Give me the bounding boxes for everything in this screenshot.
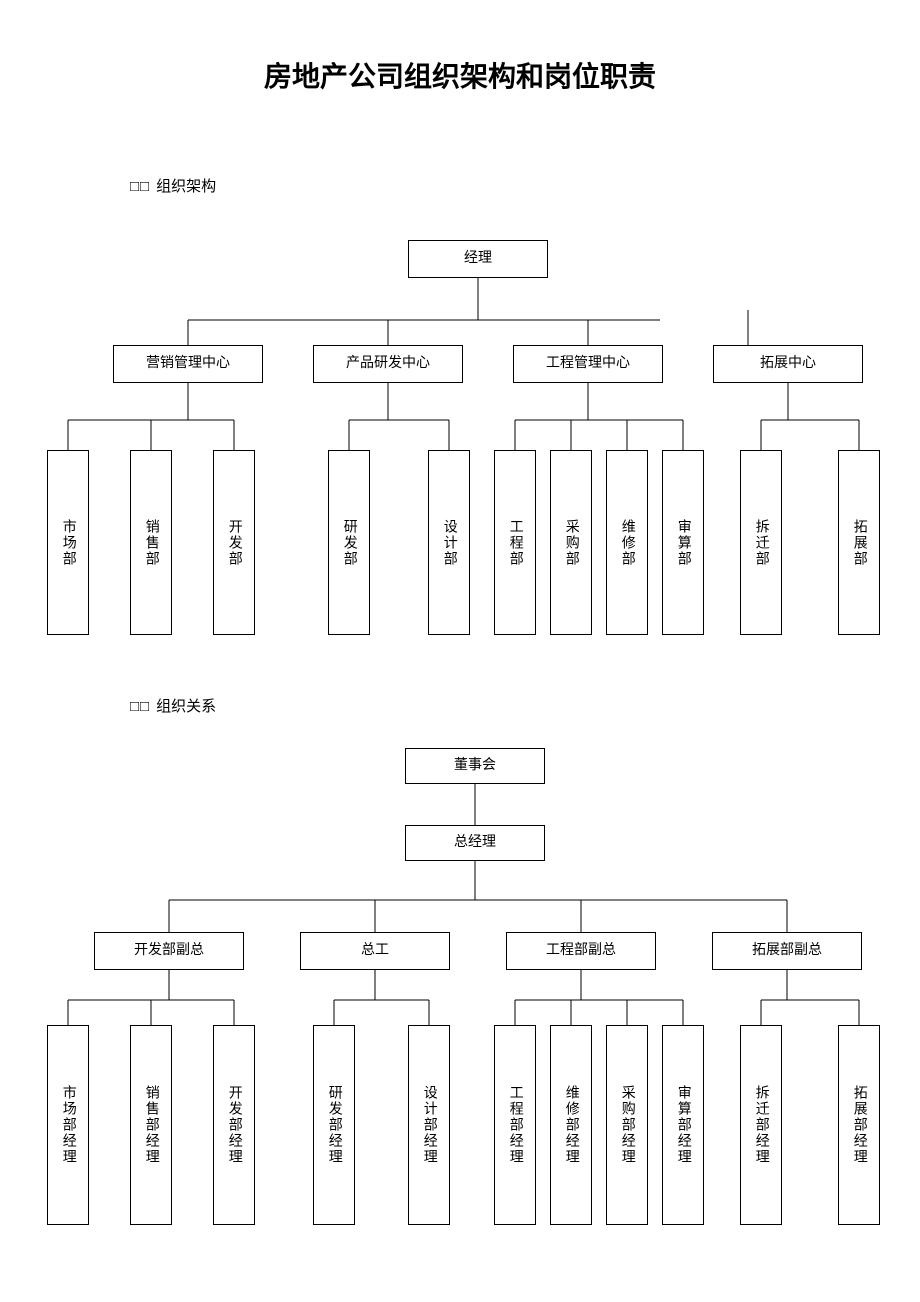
node-工程部: 工程部 — [494, 450, 536, 635]
node-市场部经理: 市场部经理 — [47, 1025, 89, 1225]
node-销售部: 销售部 — [130, 450, 172, 635]
node-工程管理中心: 工程管理中心 — [513, 345, 663, 383]
node-营销管理中心: 营销管理中心 — [113, 345, 263, 383]
node-审算部经理: 审算部经理 — [662, 1025, 704, 1225]
node-拓展部: 拓展部 — [838, 450, 880, 635]
node-研发部经理: 研发部经理 — [313, 1025, 355, 1225]
node-拆迁部: 拆迁部 — [740, 450, 782, 635]
node-开发部经理: 开发部经理 — [213, 1025, 255, 1225]
node-拆迁部经理: 拆迁部经理 — [740, 1025, 782, 1225]
section-structure-label: □□组织架构 — [130, 175, 216, 196]
node-拓展部副总: 拓展部副总 — [712, 932, 862, 970]
node-审算部: 审算部 — [662, 450, 704, 635]
node-维修部: 维修部 — [606, 450, 648, 635]
node-工程部副总: 工程部副总 — [506, 932, 656, 970]
node-维修部经理: 维修部经理 — [550, 1025, 592, 1225]
node-采购部: 采购部 — [550, 450, 592, 635]
node-研发部: 研发部 — [328, 450, 370, 635]
node-拓展中心: 拓展中心 — [713, 345, 863, 383]
node-设计部经理: 设计部经理 — [408, 1025, 450, 1225]
node-开发部副总: 开发部副总 — [94, 932, 244, 970]
node-工程部经理: 工程部经理 — [494, 1025, 536, 1225]
node-总工: 总工 — [300, 932, 450, 970]
node-采购部经理: 采购部经理 — [606, 1025, 648, 1225]
node-设计部: 设计部 — [428, 450, 470, 635]
node-市场部: 市场部 — [47, 450, 89, 635]
node-拓展部经理: 拓展部经理 — [838, 1025, 880, 1225]
node-总经理: 总经理 — [405, 825, 545, 861]
marker-icon: □□ — [130, 178, 150, 195]
page: 房地产公司组织架构和岗位职责 □□组织架构 — [0, 0, 920, 1302]
node-经理: 经理 — [408, 240, 548, 278]
node-产品研发中心: 产品研发中心 — [313, 345, 463, 383]
node-董事会: 董事会 — [405, 748, 545, 784]
node-销售部经理: 销售部经理 — [130, 1025, 172, 1225]
node-开发部: 开发部 — [213, 450, 255, 635]
page-title: 房地产公司组织架构和岗位职责 — [0, 55, 920, 95]
marker-icon: □□ — [130, 698, 150, 715]
section-relation-label: □□组织关系 — [130, 695, 216, 716]
